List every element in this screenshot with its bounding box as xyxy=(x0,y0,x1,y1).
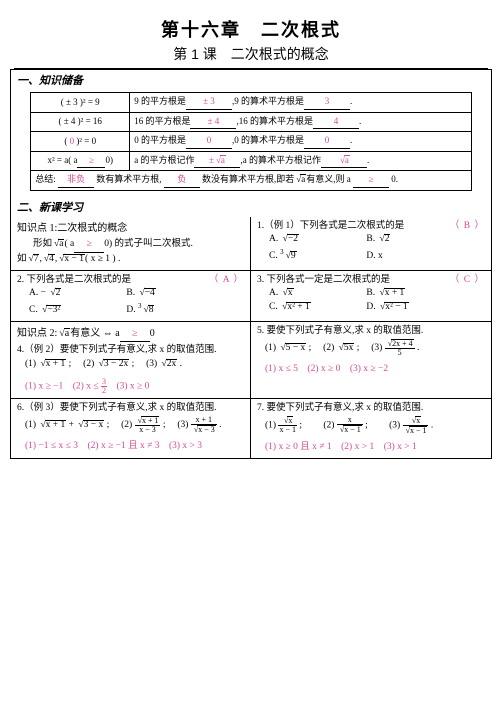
prep-r2-left: ( ± 4 )² = 16 xyxy=(31,112,130,132)
q7: 7. 要使下列式子有意义,求 x 的取值范围. (1) xx − 1 ; (2)… xyxy=(251,399,491,458)
prep-r5: 总结: 非负 数有算术平方根, 负 数没有算术平方根,即若a有意义,则 a ≥ … xyxy=(31,171,472,191)
prep-r3-left: ( 0 )² = 0 xyxy=(31,132,130,152)
prep-r2-right: 16 的平方根是± 4,16 的算术平方根是4. xyxy=(130,112,472,132)
table-row: 总结: 非负 数有算术平方根, 负 数没有算术平方根,即若a有意义,则 a ≥ … xyxy=(31,171,472,191)
prep-r1-right: 9 的平方根是± 3,9 的算术平方根是3. xyxy=(130,93,472,113)
chapter-title: 第十六章 二次根式 xyxy=(10,10,492,44)
kp2-q4: 知识点 2:a有意义 ⇔ a≥0 4.（例 2）要使下列式子有意义,求 x 的取… xyxy=(11,322,251,398)
table-row: ( ± 3 )² = 9 9 的平方根是± 3,9 的算术平方根是3. xyxy=(31,93,472,113)
prep-r4-right: a 的平方根记作±a,a 的算术平方根记作a. xyxy=(130,151,472,171)
q5: 5. 要使下列式子有意义,求 x 的取值范围. (1) 5 − x ; (2) … xyxy=(251,322,491,398)
kp1-block: 知识点 1:二次根式的概念 形如a( a≥0) 的式子叫二次根式. 如7,4,x… xyxy=(11,217,251,270)
q2: 2. 下列各式是二次根式的是（ A ） A. − 2 B. −4 C. −3² … xyxy=(11,271,251,321)
section-2-head: 二、新课学习 xyxy=(11,197,491,217)
prep-r4-left: x² = a( a≥0) xyxy=(31,151,130,171)
table-row: ( 0 )² = 0 0 的平方根是0,0 的算术平方根是0. xyxy=(31,132,472,152)
section-1-head: 一、知识储备 xyxy=(11,70,491,90)
prep-table: ( ± 3 )² = 9 9 的平方根是± 3,9 的算术平方根是3. ( ± … xyxy=(30,92,472,191)
q6: 6.（例 3）要使下列式子有意义,求 x 的取值范围. (1) x + 1 + … xyxy=(11,399,251,458)
table-row: ( ± 4 )² = 16 16 的平方根是± 4,16 的算术平方根是4. xyxy=(31,112,472,132)
q3: 3. 下列各式一定是二次根式的是（ C ） A. x B. x + 1 C. x… xyxy=(251,271,491,321)
lesson-title: 第 1 课 二次根式的概念 xyxy=(10,44,492,68)
q1: 1.（例 1）下列各式是二次根式的是（ B ） A. −2 B. 2 C. 39… xyxy=(251,217,491,270)
prep-r1-left: ( ± 3 )² = 9 xyxy=(31,93,130,113)
prep-r3-right: 0 的平方根是0,0 的算术平方根是0. xyxy=(130,132,472,152)
page-outer: 一、知识储备 ( ± 3 )² = 9 9 的平方根是± 3,9 的算术平方根是… xyxy=(10,69,492,459)
table-row: x² = a( a≥0) a 的平方根记作±a,a 的算术平方根记作a. xyxy=(31,151,472,171)
